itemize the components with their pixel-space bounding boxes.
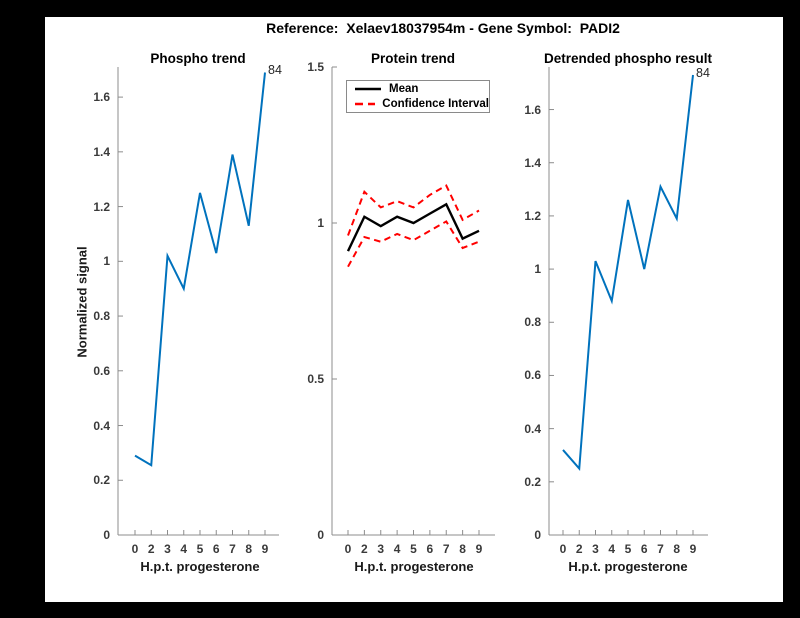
panel1-ylabel: Normalized signal: [74, 246, 90, 358]
panel3-y-tick-label: 0.8: [524, 315, 541, 330]
panel3-y-tick-label: 0: [534, 528, 541, 542]
panel2-x-tick-label: 6: [426, 542, 434, 556]
panel3-y-tick-label: 0.6: [524, 368, 541, 383]
confidence-interval-line-sample-icon: [355, 102, 376, 106]
panel1-x-tick-label: 5: [196, 542, 204, 556]
panel1-y-tick-label: 1.2: [93, 199, 110, 214]
panel2-x-tick-label: 7: [442, 542, 450, 556]
panel1-title: Phospho trend: [150, 51, 246, 66]
panel1-endpoint-annotation: 84: [268, 63, 282, 78]
mean-line-sample-icon: [355, 87, 381, 91]
panel3-title: Detrended phospho result: [543, 51, 713, 66]
panel3-y-tick-label: 0.4: [524, 421, 541, 436]
panel3-x-tick-label: 7: [657, 542, 664, 556]
panel2-y-tick-label: 1.5: [307, 60, 324, 74]
panel2-series-mean: [346, 202, 480, 252]
panel3-xlabel: H.p.t. progesterone: [568, 559, 688, 574]
legend-box: Mean Confidence Interval: [346, 80, 490, 113]
panel3-y-tick-label: 0.2: [524, 474, 541, 489]
panel2-x-tick-label: 2: [361, 542, 368, 556]
panel3-x-tick-label: 4: [608, 542, 616, 556]
panel1-x-tick-label: 4: [180, 542, 188, 556]
figure-title: Reference: Xelaev18037954m - Gene Symbol…: [266, 20, 620, 36]
panel1-x-tick-label: 3: [164, 542, 171, 556]
panel3-x-tick-label: 8: [673, 542, 681, 556]
panel2-title: Protein trend: [370, 51, 456, 66]
panel1-y-tick-label: 0.6: [93, 363, 110, 378]
panel2-x-tick-label: 5: [410, 542, 417, 556]
panel3-y-tick-label: 1.6: [524, 102, 541, 117]
panel3-x-tick-label: 6: [640, 542, 648, 556]
panel2-series-ci-lower: [347, 220, 480, 268]
panel3-x-tick-label: 9: [689, 542, 697, 556]
panel1-y-tick-label: 0: [103, 528, 110, 542]
panel1-xlabel: H.p.t. progesterone: [140, 559, 260, 574]
panel3-x-tick-label: 0: [559, 542, 567, 556]
panel2-series-ci-upper: [347, 184, 480, 236]
panel2-x-tick-label: 4: [393, 542, 401, 556]
panel2-y-tick-label: 0: [317, 528, 324, 542]
panel3-y-tick-label: 1: [534, 262, 541, 277]
panel1-y-tick-label: 1: [103, 254, 110, 269]
panel2-x-tick-label: 9: [475, 542, 483, 556]
panel1-x-tick-label: 2: [147, 542, 155, 556]
panel1-x-tick-label: 8: [245, 542, 253, 556]
panel2-x-tick-label: 0: [344, 542, 352, 556]
legend-label-confidence-interval: Confidence Interval: [382, 98, 489, 110]
panel2-x-tick-label: 3: [377, 542, 385, 556]
panel1-y-tick-label: 0.2: [93, 473, 110, 488]
panel1-x-tick-label: 9: [261, 542, 269, 556]
panel2-y-tick-label: 1: [317, 216, 324, 230]
panel1-y-tick-label: 1.4: [93, 144, 110, 159]
panel1-x-tick-label: 7: [229, 542, 236, 556]
panel3-x-tick-label: 3: [592, 542, 599, 556]
panel3-series-detrended-phospho: [562, 74, 694, 471]
panel3-x-tick-label: 2: [575, 542, 583, 556]
panel1-x-tick-label: 6: [212, 542, 220, 556]
legend-label-mean: Mean: [389, 83, 419, 95]
figure-background: [45, 17, 783, 602]
panel2-x-tick-label: 8: [459, 542, 466, 556]
panel1-y-tick-label: 0.8: [93, 309, 110, 324]
panel1-y-tick-label: 1.6: [93, 90, 110, 105]
panel3-endpoint-annotation: 84: [696, 65, 710, 80]
panel2-y-tick-label: 0.5: [307, 372, 324, 386]
panel1-y-tick-label: 0.4: [93, 418, 110, 433]
panel1-series-phospho-signal: [134, 72, 266, 467]
panel3-x-tick-label: 5: [624, 542, 632, 556]
panel3-y-tick-label: 1.2: [524, 208, 541, 223]
panel2-xlabel: H.p.t. progesterone: [354, 559, 474, 574]
legend-row-mean: Mean: [354, 82, 489, 96]
legend-row-ci: Confidence Interval: [354, 97, 489, 111]
panel1-x-tick-label: 0: [131, 542, 139, 556]
panel3-y-tick-label: 1.4: [524, 155, 541, 170]
